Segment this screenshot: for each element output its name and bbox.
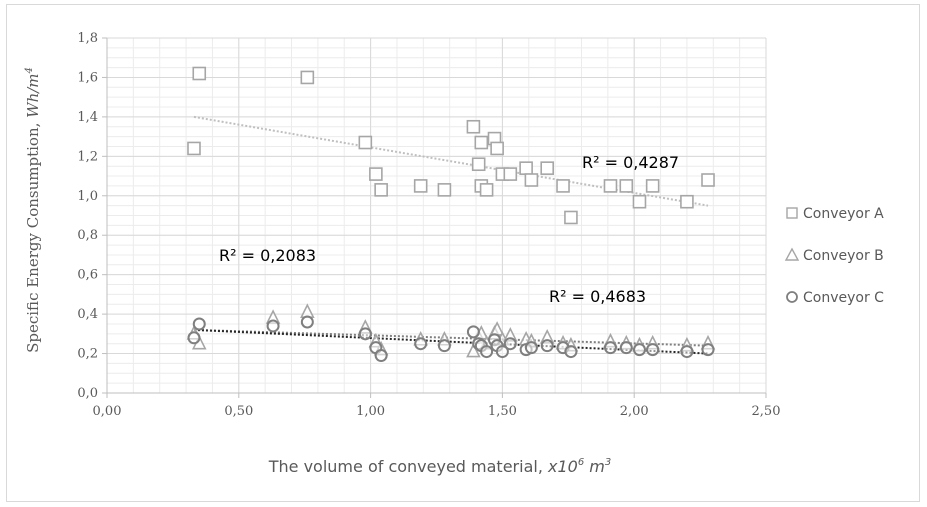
data-point-square (471, 157, 486, 172)
data-point-circle (480, 345, 494, 359)
data-point-circle (358, 327, 372, 341)
legend-item: Conveyor B (784, 247, 884, 264)
legend-marker-square (786, 207, 798, 219)
data-point-square (619, 179, 634, 193)
x-tick-label: 0,00 (93, 404, 122, 419)
data-point-square (503, 167, 518, 181)
data-point-triangle (300, 303, 315, 318)
data-point-square (556, 179, 570, 193)
r2-label-triangle: R² = 0,2083 (219, 246, 316, 265)
data-point-square (490, 141, 504, 156)
data-point-circle (632, 343, 646, 357)
x-tick-label: 2,50 (752, 404, 781, 419)
data-point-square (645, 179, 660, 193)
data-point-circle (701, 343, 715, 357)
trendline-square (193, 115, 709, 207)
data-point-square (474, 135, 489, 150)
y-tick-label: 0,4 (77, 307, 98, 322)
legend-label: Conveyor B (803, 248, 884, 264)
labels: R² = 0,4287 R² = 0,2083 R² = 0,4683 Conveyo… (219, 153, 884, 306)
x-tick-label: 1,50 (488, 404, 517, 419)
data-point-circle (619, 341, 633, 355)
data-point-square (564, 210, 578, 225)
grid (106, 37, 767, 394)
data-point-square (524, 173, 539, 187)
y-axis-title: Specific Energy Consumption, Wh/m4 (24, 67, 42, 353)
legend-marker-circle (786, 291, 798, 303)
y-tick-label: 1,2 (77, 149, 98, 164)
data-point-square (437, 183, 452, 197)
legend-label: Conveyor A (803, 206, 884, 222)
legend-marker-triangle (784, 247, 800, 261)
x-tick-label: 0,50 (224, 404, 253, 419)
data-point-square (632, 194, 647, 209)
x-axis-title: The volume of conveyed material, x106 m3 (268, 457, 612, 476)
data-point-circle (503, 337, 517, 351)
data-point-circle (646, 343, 660, 357)
data-point-square (187, 141, 201, 156)
data-point-square (413, 179, 428, 193)
data-point-circle (495, 345, 509, 359)
r2-label-square: R² = 0,4287 (582, 153, 679, 172)
data-point-circle (414, 337, 428, 351)
data-point-square (192, 66, 207, 81)
x-tick-label: 1,00 (356, 404, 385, 419)
data-point-circle (437, 339, 451, 353)
data-point-square (701, 173, 715, 187)
y-tick-label: 1,8 (77, 31, 98, 46)
y-tick-label: 0,8 (77, 228, 98, 243)
data-point-circle (680, 345, 694, 359)
y-tick-label: 1,4 (77, 110, 98, 125)
data-point-square (479, 183, 494, 197)
y-tick-label: 0,0 (77, 386, 98, 401)
data-point-square (369, 167, 383, 181)
y-tick-label: 1,6 (77, 70, 98, 85)
data-point-circle (300, 315, 314, 329)
data-points (186, 66, 716, 363)
data-point-square (680, 194, 694, 209)
data-point-triangle (466, 342, 481, 358)
data-point-circle (603, 341, 617, 355)
legend-item: Conveyor C (786, 290, 884, 306)
data-point-square (300, 70, 315, 85)
data-point-square (466, 119, 481, 134)
data-point-circle (187, 331, 201, 345)
data-point-circle (564, 345, 578, 359)
data-point-circle (192, 317, 206, 331)
y-tick-label: 0,6 (77, 268, 98, 283)
data-point-circle (466, 325, 480, 339)
data-point-circle (540, 339, 554, 353)
data-point-square (374, 183, 388, 197)
data-point-square (603, 179, 618, 193)
legend-label: Conveyor C (803, 290, 884, 306)
x-tick-label: 2,00 (620, 404, 649, 419)
y-tick-label: 0,2 (77, 347, 98, 362)
data-point-circle (266, 319, 280, 333)
axes: 0,00 0,50 1,00 1,50 2,00 2,50 0,0 0,2 0,4 0,6 0,8 1… (77, 31, 780, 419)
legend-item: Conveyor A (786, 206, 884, 222)
data-point-circle (524, 341, 538, 355)
data-point-square (540, 161, 555, 175)
data-point-circle (374, 349, 388, 363)
y-tick-label: 1,0 (77, 189, 98, 204)
data-point-square (358, 135, 373, 150)
r2-label-circle: R² = 0,4683 (549, 287, 646, 306)
data-point-square (519, 161, 533, 175)
